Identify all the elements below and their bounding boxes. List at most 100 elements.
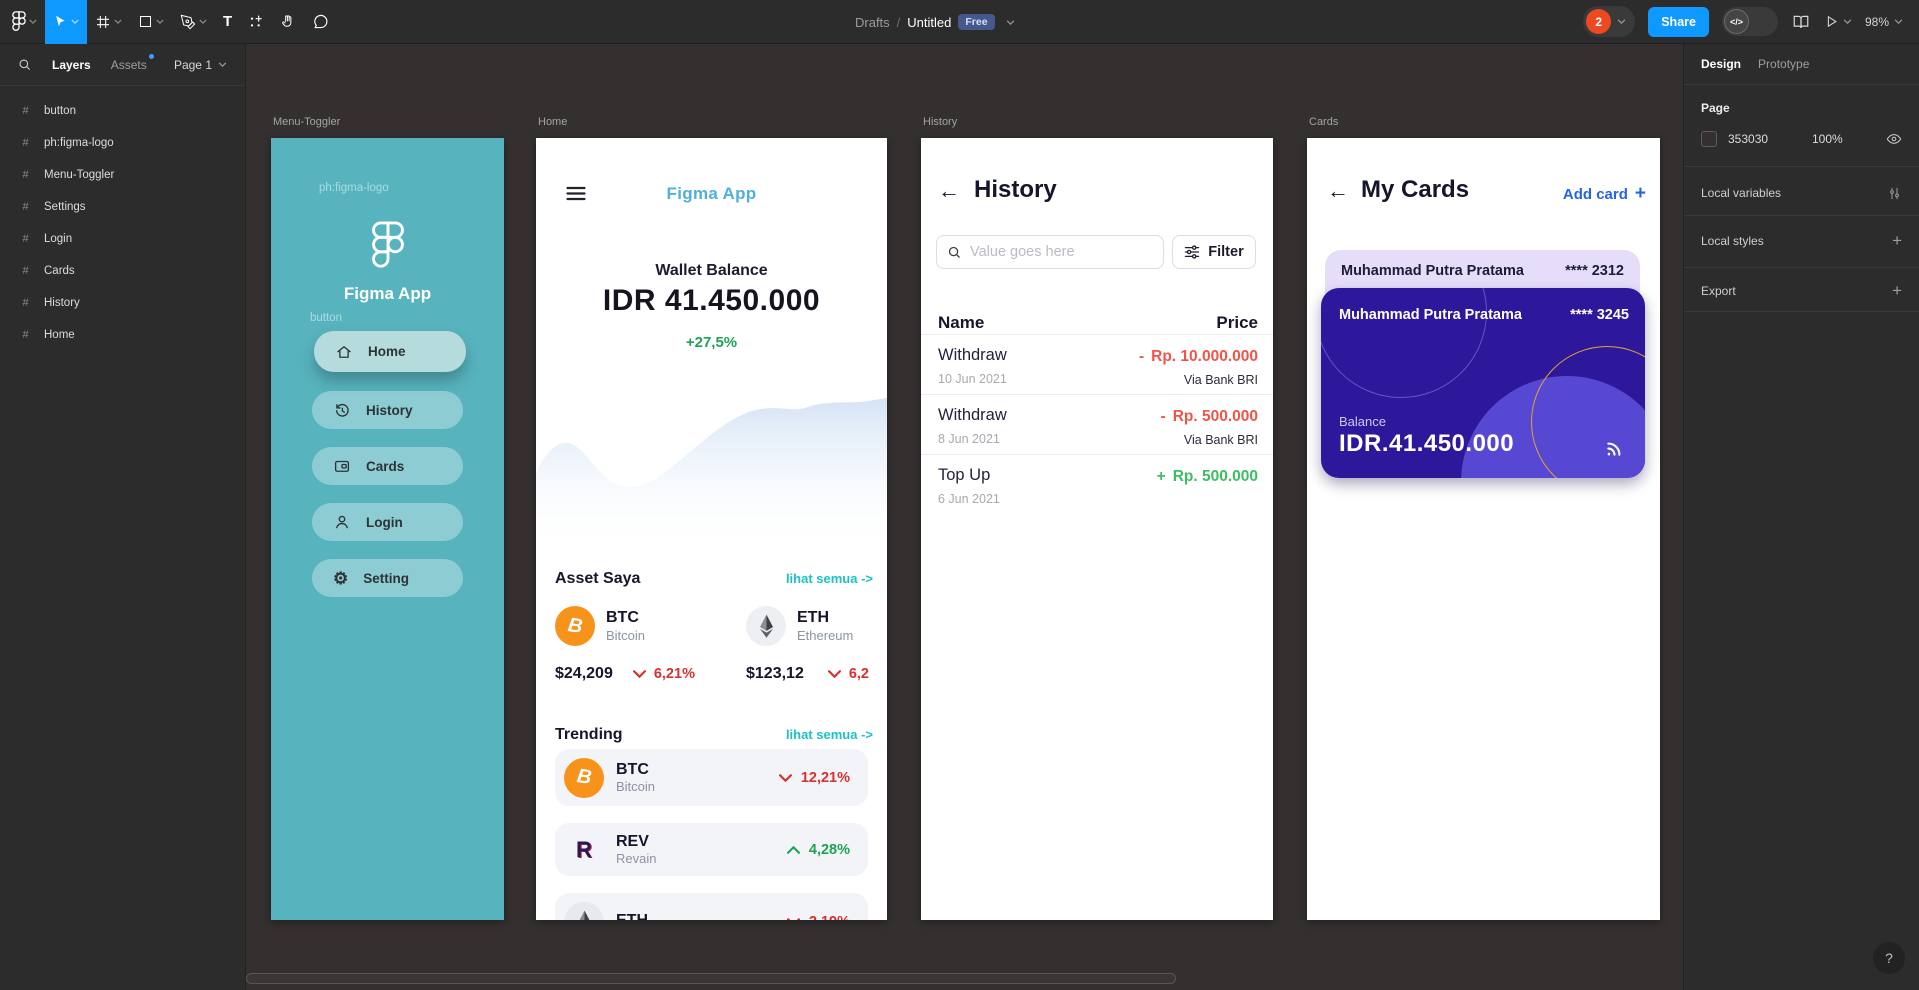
transaction-channel: Via Bank BRI bbox=[1183, 433, 1258, 447]
page-section-title: Page bbox=[1701, 101, 1730, 115]
history-row[interactable]: Withdraw 8 Jun 2021 - Rp. 500.000 Via Ba… bbox=[938, 394, 1258, 454]
layer-item-login[interactable]: # Login bbox=[0, 223, 245, 255]
text-tool-button[interactable]: T bbox=[215, 0, 240, 44]
menu-item-cards[interactable]: Cards bbox=[312, 447, 463, 485]
search-icon[interactable] bbox=[18, 58, 32, 72]
page-color-hex[interactable]: 353030 bbox=[1728, 132, 1769, 146]
layers-panel-tabs: Layers Assets Page 1 bbox=[0, 44, 245, 86]
local-styles-section[interactable]: Local styles + bbox=[1701, 231, 1902, 251]
comment-tool-button[interactable] bbox=[304, 0, 337, 44]
asset-name: Bitcoin bbox=[606, 627, 646, 643]
frame-history[interactable]: ← History Filter Name Price bbox=[921, 138, 1273, 920]
trending-name: Revain bbox=[616, 851, 657, 867]
layer-item-figma-logo[interactable]: # ph:figma-logo bbox=[0, 127, 245, 159]
layer-item-home[interactable]: # Home bbox=[0, 319, 245, 351]
layer-item-label: Menu-Toggler bbox=[44, 169, 115, 181]
asset-card-btc[interactable]: B BTC Bitcoin bbox=[555, 606, 645, 646]
history-icon bbox=[333, 401, 351, 419]
breadcrumb-file-name[interactable]: Untitled bbox=[907, 14, 952, 30]
horizontal-scrollbar[interactable] bbox=[246, 973, 1176, 984]
asset-symbol: BTC bbox=[606, 609, 639, 627]
present-button[interactable] bbox=[1824, 14, 1852, 29]
transaction-sign: - bbox=[1138, 348, 1145, 365]
main-menu-button[interactable] bbox=[4, 0, 45, 44]
frame-label-menu-toggler[interactable]: Menu-Toggler bbox=[273, 116, 341, 128]
layer-item-menu-toggler[interactable]: # Menu-Toggler bbox=[0, 159, 245, 191]
transaction-date: 8 Jun 2021 bbox=[938, 432, 1000, 446]
dev-mode-toggle[interactable]: </> bbox=[1721, 7, 1778, 36]
actions-tool-button[interactable] bbox=[240, 0, 272, 44]
chevron-down-icon bbox=[1617, 19, 1626, 24]
tab-design[interactable]: Design bbox=[1701, 57, 1742, 71]
dev-mode-icon: </> bbox=[1723, 9, 1749, 34]
frame-tool-button[interactable] bbox=[87, 0, 130, 44]
menu-item-setting[interactable]: ⚙ Setting bbox=[312, 559, 463, 597]
filter-button[interactable]: Filter bbox=[1172, 235, 1256, 269]
asset-see-all-link[interactable]: lihat semua -> bbox=[785, 571, 873, 586]
back-arrow-icon[interactable]: ← bbox=[1327, 178, 1349, 203]
history-row[interactable]: Withdraw 10 Jun 2021 - Rp. 10.000.000 Vi… bbox=[938, 334, 1258, 394]
layer-item-button[interactable]: # button bbox=[0, 95, 245, 127]
hand-tool-button[interactable] bbox=[272, 0, 304, 44]
collaborators-menu[interactable]: 2 bbox=[1583, 6, 1636, 37]
page-color-opacity[interactable]: 100% bbox=[1812, 132, 1843, 146]
history-row[interactable]: Top Up 6 Jun 2021 + Rp. 500.000 bbox=[938, 454, 1258, 514]
canvas[interactable]: Menu-Toggler Home History Cards ph:figma… bbox=[246, 44, 1683, 990]
layer-item-cards[interactable]: # Cards bbox=[0, 255, 245, 287]
frame-home[interactable]: Figma App Wallet Balance IDR 41.450.000 … bbox=[536, 138, 887, 920]
frame-cards[interactable]: ← My Cards Add card + Muhammad Putra Pra… bbox=[1307, 138, 1660, 920]
trending-row-rev[interactable]: R REV Revain 4,28% bbox=[555, 823, 868, 876]
page-color-swatch[interactable] bbox=[1701, 131, 1717, 147]
object-label-button[interactable]: button bbox=[310, 312, 342, 324]
menu-item-login[interactable]: Login bbox=[312, 503, 463, 541]
frame-label-home[interactable]: Home bbox=[538, 116, 568, 128]
layer-item-settings[interactable]: # Settings bbox=[0, 191, 245, 223]
export-section[interactable]: Export + bbox=[1701, 281, 1902, 301]
menu-item-label: Login bbox=[366, 514, 403, 530]
shape-tool-button[interactable] bbox=[130, 0, 172, 44]
trending-row-eth[interactable]: ETH 2,19% bbox=[555, 893, 868, 920]
breadcrumb-folder[interactable]: Drafts bbox=[855, 14, 890, 30]
menu-item-history[interactable]: History bbox=[312, 391, 463, 429]
avatar[interactable]: 2 bbox=[1586, 9, 1612, 34]
layer-item-history[interactable]: # History bbox=[0, 287, 245, 319]
object-label-figma-logo[interactable]: ph:figma-logo bbox=[319, 182, 389, 194]
asset-card-eth[interactable]: ETH Ethereum bbox=[746, 606, 853, 646]
help-button[interactable]: ? bbox=[1873, 942, 1905, 974]
chevron-down-icon bbox=[218, 62, 227, 67]
zoom-menu[interactable]: 98% bbox=[1865, 15, 1903, 29]
add-card-button[interactable]: Add card + bbox=[1563, 183, 1646, 205]
library-icon[interactable] bbox=[1791, 13, 1811, 31]
move-tool-button[interactable] bbox=[45, 0, 87, 44]
hamburger-menu-icon[interactable] bbox=[566, 186, 586, 201]
trending-section-title: Trending bbox=[555, 726, 623, 743]
bitcoin-glyph: B bbox=[566, 613, 584, 638]
eye-icon[interactable] bbox=[1886, 133, 1902, 145]
frame-menu-toggler[interactable]: ph:figma-logo Figma App button Home bbox=[271, 138, 504, 920]
plus-icon[interactable]: + bbox=[1892, 281, 1902, 300]
frame-label-history[interactable]: History bbox=[923, 116, 958, 128]
trending-row-btc[interactable]: B BTC Bitcoin 12,21% bbox=[555, 749, 868, 806]
bank-card-front[interactable]: Muhammad Putra Pratama **** 3245 Balance… bbox=[1321, 288, 1645, 478]
user-icon bbox=[333, 513, 351, 531]
search-input[interactable] bbox=[970, 244, 1130, 260]
tab-prototype[interactable]: Prototype bbox=[1758, 57, 1810, 71]
design-panel: Design Prototype Page 353030 100% Local … bbox=[1683, 44, 1919, 990]
tab-layers[interactable]: Layers bbox=[52, 57, 91, 72]
frame-label-cards[interactable]: Cards bbox=[1309, 116, 1339, 128]
trending-symbol: ETH bbox=[616, 912, 648, 920]
menu-item-home[interactable]: Home bbox=[314, 331, 466, 372]
history-search-box[interactable] bbox=[936, 235, 1164, 269]
frame-icon: # bbox=[22, 329, 29, 341]
pen-tool-button[interactable] bbox=[172, 0, 215, 44]
tab-assets[interactable]: Assets bbox=[111, 53, 154, 72]
chevron-down-icon bbox=[199, 19, 207, 24]
local-variables-section[interactable]: Local variables bbox=[1701, 183, 1902, 203]
plus-icon[interactable]: + bbox=[1892, 231, 1902, 250]
back-arrow-icon[interactable]: ← bbox=[938, 178, 960, 203]
chevron-down-icon[interactable] bbox=[1006, 19, 1015, 25]
share-button[interactable]: Share bbox=[1648, 6, 1709, 37]
trending-name: Bitcoin bbox=[616, 779, 656, 795]
trending-see-all-link[interactable]: lihat semua -> bbox=[785, 727, 873, 742]
page-selector[interactable]: Page 1 bbox=[174, 58, 227, 72]
